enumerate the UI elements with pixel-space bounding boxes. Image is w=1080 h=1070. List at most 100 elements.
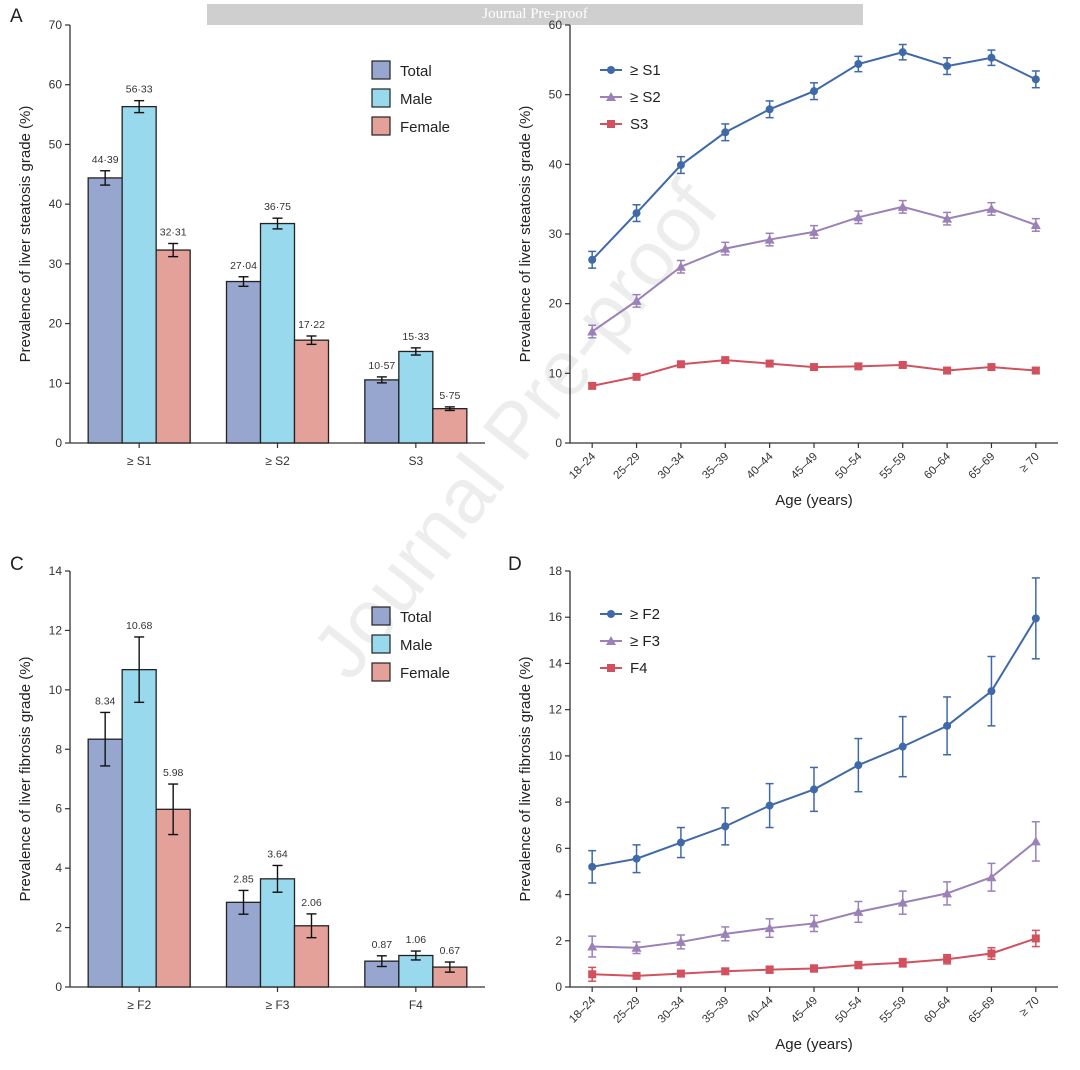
- point: [720, 928, 731, 938]
- point: [987, 53, 996, 62]
- data-label: 32·31: [160, 226, 187, 238]
- point: [675, 261, 686, 271]
- y-tick-label: 6: [55, 802, 62, 816]
- y-tick-label: 30: [49, 257, 63, 271]
- legend-label: Male: [400, 637, 433, 654]
- x-tick-label: 40–44: [745, 450, 777, 482]
- x-tick-label: 50–54: [833, 450, 865, 482]
- point: [809, 226, 819, 236]
- point: [587, 941, 598, 951]
- point: [942, 888, 953, 898]
- x-tick-label: 40–44: [745, 994, 777, 1026]
- x-tick-label: ≥ 70: [1018, 995, 1042, 1019]
- point: [765, 965, 774, 974]
- point: [764, 923, 775, 933]
- x-tick-label: 25–29: [612, 995, 643, 1026]
- data-label: 36·75: [264, 201, 291, 213]
- point: [606, 636, 616, 645]
- point: [588, 970, 597, 979]
- y-tick-label: 40: [49, 197, 63, 211]
- panel-b: 0 10 20 30 40 50 60 Prevalence of liver steatos…: [517, 18, 1058, 509]
- x-tick-label: S3: [408, 454, 423, 468]
- point: [943, 62, 952, 71]
- data-label: 10·57: [368, 360, 395, 372]
- bar: [364, 960, 400, 988]
- legend-swatch: [371, 606, 391, 626]
- point: [942, 213, 953, 223]
- point: [588, 862, 597, 871]
- x-tick-label: ≥ F2: [127, 998, 151, 1012]
- bar: [398, 350, 434, 444]
- point: [1030, 836, 1041, 846]
- bar: [293, 339, 330, 444]
- x-axis-label: Age (years): [775, 1036, 853, 1053]
- y-tick-label: 8: [55, 742, 62, 756]
- point: [810, 87, 818, 96]
- data-label: 0.87: [372, 939, 393, 951]
- x-tick-label: 65–69: [966, 451, 997, 482]
- y-tick-label: 16: [549, 610, 563, 624]
- point: [587, 326, 598, 336]
- panel-c: C 0 2 4 6 8 10 12 14 Prevalence of liver fibrosi…: [10, 554, 485, 1012]
- point: [765, 105, 774, 114]
- x-tick-label: ≥ S1: [127, 454, 152, 468]
- point: [1030, 219, 1041, 229]
- y-tick-label: 4: [555, 888, 562, 902]
- bar: [259, 222, 296, 444]
- y-tick-label: 60: [549, 18, 563, 32]
- data-label: 3.64: [267, 848, 288, 860]
- x-axis-label: Age (years): [775, 492, 853, 509]
- y-axis-label: Prevalence of liver steatosis grade (%): [17, 106, 34, 363]
- data-label: 15·33: [402, 331, 429, 343]
- x-tick-label: 55–59: [878, 451, 909, 482]
- y-tick-label: 10: [49, 376, 63, 390]
- point: [854, 761, 863, 770]
- data-label: 0.67: [440, 945, 461, 957]
- point: [765, 359, 774, 368]
- y-tick-label: 10: [549, 366, 563, 380]
- point: [987, 949, 996, 958]
- legend-label: Total: [400, 63, 432, 80]
- point: [943, 721, 952, 730]
- legend-label: Male: [400, 91, 433, 108]
- legend-label: ≥ S2: [630, 89, 661, 106]
- y-tick-label: 70: [49, 18, 63, 32]
- point: [607, 610, 615, 618]
- x-tick-label: 18–24: [567, 450, 599, 482]
- data-label: 1.06: [406, 934, 427, 946]
- y-tick-label: 8: [555, 795, 562, 809]
- data-label: 17·22: [298, 319, 325, 331]
- point: [854, 60, 863, 69]
- x-tick-label: 35–39: [700, 995, 731, 1026]
- point: [898, 48, 907, 57]
- point: [987, 363, 996, 372]
- y-tick-label: 50: [49, 137, 63, 151]
- x-tick-label: 35–39: [700, 451, 731, 482]
- point: [632, 209, 641, 218]
- x-tick-label: 65–69: [966, 995, 997, 1026]
- data-label: 44·39: [92, 154, 119, 166]
- data-label: 8.34: [95, 695, 116, 707]
- data-label: 10.68: [126, 620, 152, 632]
- point: [854, 362, 863, 371]
- point: [1031, 614, 1040, 623]
- x-tick-label: 45–49: [789, 451, 820, 482]
- point: [721, 967, 730, 976]
- y-tick-label: 20: [549, 297, 563, 311]
- point: [721, 356, 730, 365]
- point: [632, 971, 641, 980]
- panel-c-letter: C: [10, 554, 24, 575]
- y-tick-label: 50: [549, 88, 563, 102]
- y-tick-label: 0: [55, 436, 62, 450]
- point: [810, 785, 818, 794]
- y-tick-label: 40: [549, 157, 563, 171]
- legend-swatch: [371, 116, 391, 136]
- y-tick-label: 14: [549, 656, 563, 670]
- legend-label: ≥ F3: [630, 633, 660, 650]
- x-tick-label: 30–34: [656, 450, 688, 482]
- point: [631, 295, 642, 305]
- bar: [155, 249, 191, 444]
- x-tick-label: F4: [409, 998, 423, 1012]
- y-tick-label: 12: [549, 703, 563, 717]
- y-tick-label: 12: [49, 623, 63, 637]
